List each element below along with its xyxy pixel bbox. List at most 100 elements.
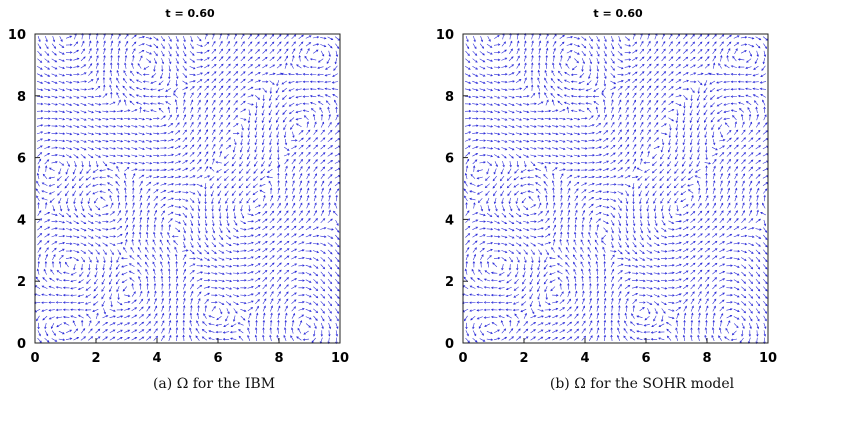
arrow-mark bbox=[724, 64, 730, 69]
arrow-mark bbox=[196, 320, 200, 327]
arrow-mark bbox=[154, 216, 157, 224]
arrow-mark bbox=[712, 305, 716, 312]
arrow-mark bbox=[593, 101, 599, 106]
arrow-mark bbox=[247, 327, 250, 334]
arrow-mark bbox=[566, 314, 572, 319]
arrow-mark bbox=[610, 219, 615, 226]
arrow-mark bbox=[557, 277, 563, 282]
arrow-mark bbox=[676, 205, 679, 212]
arrow-mark bbox=[733, 301, 740, 305]
arrow-mark bbox=[44, 260, 48, 268]
arrow-mark bbox=[211, 92, 216, 99]
arrow-mark bbox=[617, 86, 623, 91]
arrow-mark bbox=[723, 80, 730, 84]
arrow-mark bbox=[328, 194, 331, 202]
arrow-mark bbox=[87, 220, 94, 224]
arrow-mark bbox=[88, 249, 93, 255]
arrow-mark bbox=[306, 48, 310, 55]
arrow-mark bbox=[544, 256, 548, 263]
x-tick-label: 0 bbox=[30, 351, 39, 366]
arrow-mark bbox=[654, 56, 659, 62]
arrow-mark bbox=[295, 110, 302, 114]
arrow-mark bbox=[588, 146, 595, 150]
arrow-mark bbox=[62, 308, 70, 312]
arrow-mark bbox=[733, 151, 739, 157]
arrow-mark bbox=[509, 161, 512, 168]
arrow-mark bbox=[146, 328, 152, 334]
arrow-mark bbox=[160, 268, 163, 275]
arrow-mark bbox=[204, 129, 208, 135]
x-tick-label: 6 bbox=[641, 351, 650, 366]
arrow-mark bbox=[211, 143, 216, 150]
arrow-mark bbox=[80, 110, 87, 114]
arrow-mark bbox=[734, 159, 739, 165]
arrow-mark bbox=[639, 136, 644, 143]
arrow-mark bbox=[149, 102, 157, 105]
arrow-mark bbox=[486, 154, 494, 158]
arrow-mark bbox=[490, 301, 498, 304]
arrow-mark bbox=[101, 293, 106, 300]
arrow-mark bbox=[132, 179, 135, 187]
arrow-mark bbox=[295, 80, 302, 84]
arrow-mark bbox=[530, 308, 535, 315]
arrow-mark bbox=[48, 176, 55, 180]
arrow-mark bbox=[73, 103, 80, 106]
arrow-mark bbox=[690, 305, 694, 312]
arrow-mark bbox=[733, 144, 739, 150]
arrow-mark bbox=[73, 125, 80, 128]
arrow-mark bbox=[142, 73, 150, 76]
arrow-mark bbox=[320, 242, 327, 246]
arrow-mark bbox=[538, 202, 542, 209]
arrow-mark bbox=[479, 338, 486, 342]
arrow-mark bbox=[116, 337, 123, 341]
arrow-mark bbox=[632, 212, 636, 220]
arrow-mark bbox=[486, 81, 494, 84]
arrow-mark bbox=[639, 234, 644, 241]
arrow-mark bbox=[530, 242, 537, 247]
arrow-mark bbox=[302, 338, 310, 341]
arrow-mark bbox=[719, 34, 725, 40]
arrow-mark bbox=[240, 71, 246, 76]
arrow-mark bbox=[36, 180, 40, 187]
arrow-mark bbox=[150, 80, 157, 84]
arrow-mark bbox=[515, 220, 522, 224]
arrow-mark bbox=[588, 161, 595, 164]
arrow-mark bbox=[124, 300, 131, 304]
arrow-mark bbox=[153, 36, 159, 41]
arrow-mark bbox=[508, 103, 515, 106]
arrow-mark bbox=[131, 283, 134, 290]
arrow-mark bbox=[327, 301, 333, 307]
arrow-mark bbox=[726, 41, 732, 47]
arrow-mark bbox=[74, 161, 77, 168]
arrow-mark bbox=[299, 195, 303, 202]
arrow-mark bbox=[483, 316, 491, 319]
arrow-mark bbox=[661, 227, 667, 232]
arrow-mark bbox=[44, 219, 51, 223]
arrow-mark bbox=[41, 182, 48, 186]
arrow-mark bbox=[138, 321, 145, 326]
arrow-mark bbox=[573, 117, 581, 121]
arrow-mark bbox=[581, 43, 587, 49]
arrow-mark bbox=[189, 249, 195, 255]
arrow-mark bbox=[66, 147, 73, 150]
arrow-mark bbox=[516, 62, 521, 69]
arrow-mark bbox=[298, 300, 305, 304]
arrow-mark bbox=[284, 277, 289, 282]
arrow-mark bbox=[48, 167, 55, 172]
arrow-mark bbox=[109, 219, 116, 223]
arrow-mark bbox=[275, 87, 280, 94]
arrow-mark bbox=[719, 48, 724, 55]
arrow-mark bbox=[335, 293, 340, 299]
arrow-mark bbox=[565, 262, 570, 268]
arrow-mark bbox=[464, 117, 472, 120]
arrow-mark bbox=[477, 198, 483, 204]
arrow-mark bbox=[595, 183, 603, 186]
arrow-mark bbox=[65, 337, 73, 340]
arrow-mark bbox=[512, 301, 520, 305]
arrow-mark bbox=[490, 293, 498, 297]
arrow-mark bbox=[196, 264, 204, 268]
arrow-mark bbox=[153, 161, 160, 165]
arrow-mark bbox=[174, 145, 181, 150]
arrow-mark bbox=[762, 167, 769, 172]
arrow-mark bbox=[305, 35, 312, 39]
